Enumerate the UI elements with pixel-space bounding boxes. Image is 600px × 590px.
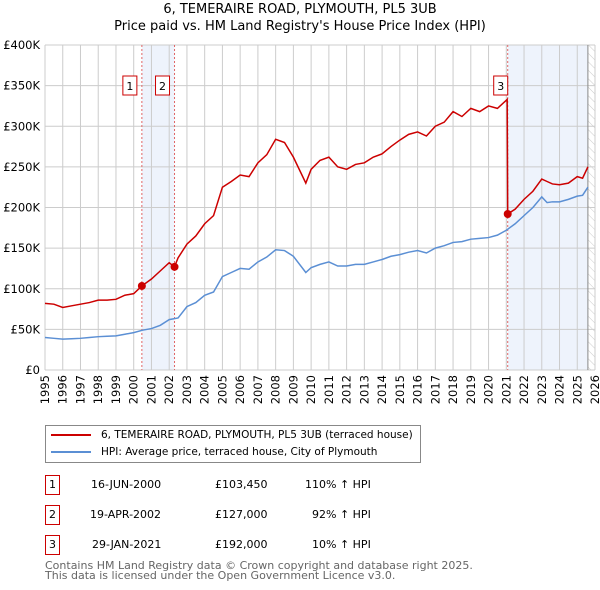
x-tick-label: 1996 bbox=[56, 375, 70, 404]
x-tick-label: 1999 bbox=[109, 375, 123, 404]
x-tick-label: 2012 bbox=[340, 375, 354, 404]
transaction-hpi: 92% ↑ HPI bbox=[312, 508, 371, 521]
legend: 6, TEMERAIRE ROAD, PLYMOUTH, PL5 3UB (te… bbox=[45, 425, 421, 463]
marker-label-box bbox=[155, 75, 171, 96]
x-tick-label: 2026 bbox=[588, 375, 600, 404]
series-line bbox=[44, 186, 589, 340]
x-tick-label: 2025 bbox=[570, 375, 584, 404]
x-tick-label: 2000 bbox=[127, 375, 141, 404]
x-tick-label: 2023 bbox=[535, 375, 549, 404]
marker-badge: 2 bbox=[45, 505, 60, 525]
legend-label: 6, TEMERAIRE ROAD, PLYMOUTH, PL5 3UB (te… bbox=[101, 429, 413, 441]
x-tick-label: 2010 bbox=[304, 375, 318, 404]
legend-item-hpi: HPI: Average price, terraced house, City… bbox=[51, 446, 377, 458]
legend-label: HPI: Average price, terraced house, City… bbox=[101, 446, 378, 458]
x-tick-label: 2002 bbox=[162, 375, 176, 404]
transaction-price: £192,000 bbox=[215, 538, 268, 551]
transaction-hpi: 110% ↑ HPI bbox=[305, 478, 371, 491]
legend-item-property: 6, TEMERAIRE ROAD, PLYMOUTH, PL5 3UB (te… bbox=[51, 429, 413, 441]
marker-label: 1 bbox=[126, 80, 133, 93]
transaction-date: 19-APR-2002 bbox=[90, 508, 162, 521]
x-tick-label: 2015 bbox=[393, 375, 407, 404]
x-tick-label: 2013 bbox=[357, 375, 371, 404]
x-tick-label: 2011 bbox=[322, 375, 336, 404]
x-tick-label: 2014 bbox=[375, 375, 389, 404]
x-tick-label: 2007 bbox=[251, 375, 265, 404]
x-tick-label: 1997 bbox=[73, 375, 87, 404]
y-tick-label: £150K bbox=[3, 241, 40, 255]
x-tick-label: 1998 bbox=[91, 375, 105, 404]
transaction-price: £127,000 bbox=[215, 508, 268, 521]
x-tick-label: 2024 bbox=[553, 375, 567, 404]
x-tick-label: 2009 bbox=[286, 375, 300, 404]
x-tick-label: 2016 bbox=[411, 375, 425, 404]
legend-swatch bbox=[51, 451, 91, 453]
y-tick-label: £100K bbox=[3, 282, 40, 296]
legend-swatch bbox=[51, 434, 91, 436]
x-tick-label: 2001 bbox=[144, 375, 158, 404]
marker-label: 3 bbox=[497, 80, 504, 93]
chart-subtitle: Price paid vs. HM Land Registry's House … bbox=[114, 19, 486, 34]
x-tick-label: 2021 bbox=[499, 375, 513, 404]
transaction-hpi: 10% ↑ HPI bbox=[312, 538, 371, 551]
transaction-date: 16-JUN-2000 bbox=[91, 478, 162, 491]
footer-line: Contains HM Land Registry data © Crown c… bbox=[45, 559, 473, 572]
marker-label-box bbox=[122, 75, 138, 96]
marker-label: 2 bbox=[159, 80, 166, 93]
y-tick-label: £250K bbox=[3, 160, 40, 174]
x-tick-label: 2019 bbox=[464, 375, 478, 404]
x-tick-label: 2008 bbox=[269, 375, 283, 404]
x-tick-label: 2022 bbox=[517, 375, 531, 404]
sale-point bbox=[137, 281, 146, 290]
x-tick-label: 2018 bbox=[446, 375, 460, 404]
x-tick-label: 1995 bbox=[38, 375, 52, 404]
y-tick-label: £350K bbox=[3, 79, 40, 93]
x-tick-label: 2003 bbox=[180, 375, 194, 404]
footer-line: This data is licensed under the Open Gov… bbox=[45, 569, 396, 582]
transaction-price: £103,450 bbox=[215, 478, 268, 491]
y-tick-label: £200K bbox=[3, 201, 40, 215]
y-tick-label: £400K bbox=[3, 38, 40, 52]
x-tick-label: 2006 bbox=[233, 375, 247, 404]
sale-point bbox=[170, 262, 179, 271]
x-tick-label: 2005 bbox=[215, 375, 229, 404]
marker-badge: 1 bbox=[45, 475, 60, 495]
footer: Contains HM Land Registry data © Crown c… bbox=[45, 559, 473, 582]
x-tick-label: 2020 bbox=[482, 375, 496, 404]
transaction-date: 29-JAN-2021 bbox=[92, 538, 162, 551]
y-tick-label: £300K bbox=[3, 119, 40, 133]
marker-label-box bbox=[493, 75, 509, 96]
x-tick-label: 2017 bbox=[428, 375, 442, 404]
chart-title: 6, TEMERAIRE ROAD, PLYMOUTH, PL5 3UB bbox=[163, 2, 437, 17]
y-tick-label: £0 bbox=[25, 363, 40, 377]
marker-badge: 3 bbox=[45, 535, 60, 555]
x-tick-label: 2004 bbox=[198, 375, 212, 404]
sale-point bbox=[503, 210, 512, 218]
y-tick-label: £50K bbox=[11, 322, 41, 336]
price-chart: 1995 1996 1997 1998 1999 2000 2001 2002 2003 2004… bbox=[3, 38, 600, 404]
